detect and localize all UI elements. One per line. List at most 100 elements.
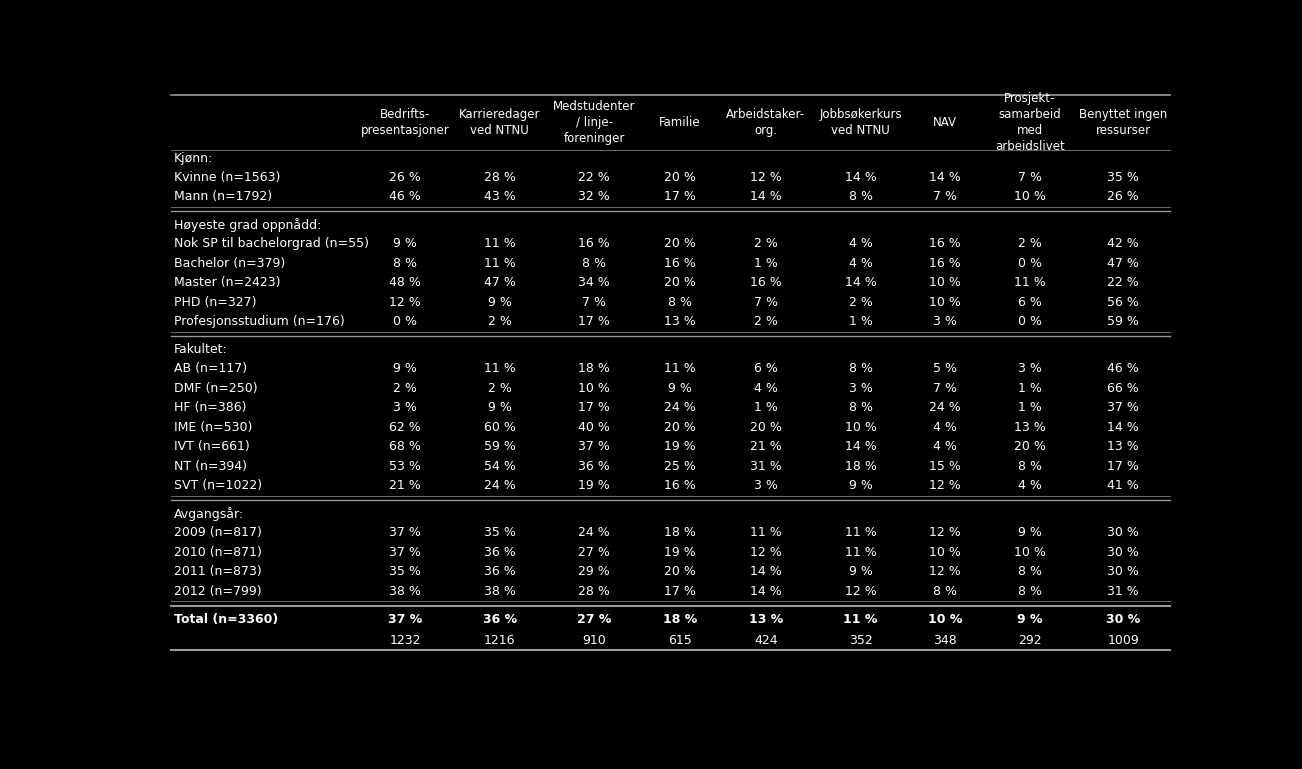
Text: 0 %: 0 % [1018,315,1042,328]
Text: 14 %: 14 % [845,276,876,289]
Text: 28 %: 28 % [484,171,516,184]
Text: 11 %: 11 % [664,362,695,375]
Text: Nok SP til bachelorgrad (n=55): Nok SP til bachelorgrad (n=55) [174,237,368,250]
Text: 5 %: 5 % [934,362,957,375]
Text: AB (n=117): AB (n=117) [174,362,247,375]
Text: 20 %: 20 % [1014,440,1046,453]
Text: 28 %: 28 % [578,584,611,598]
Text: Kvinne (n=1563): Kvinne (n=1563) [174,171,280,184]
Text: Bachelor (n=379): Bachelor (n=379) [174,257,285,270]
Text: 18 %: 18 % [845,460,876,473]
Text: 424: 424 [754,634,777,647]
Text: 27 %: 27 % [577,613,611,626]
Text: 42 %: 42 % [1107,237,1139,250]
Text: 20 %: 20 % [664,565,695,578]
Text: 11 %: 11 % [845,526,876,539]
Text: 13 %: 13 % [1107,440,1139,453]
Text: 0 %: 0 % [1018,257,1042,270]
Text: 19 %: 19 % [664,440,695,453]
Text: 16 %: 16 % [930,237,961,250]
Text: Total (n=3360): Total (n=3360) [174,613,279,626]
Text: 30 %: 30 % [1107,545,1139,558]
Text: IVT (n=661): IVT (n=661) [174,440,250,453]
Text: 8 %: 8 % [849,401,872,414]
Text: 13 %: 13 % [1014,421,1046,434]
Text: 17 %: 17 % [664,190,695,203]
Text: 4 %: 4 % [934,440,957,453]
Text: 1 %: 1 % [754,401,777,414]
Text: 2011 (n=873): 2011 (n=873) [174,565,262,578]
Text: 68 %: 68 % [389,440,422,453]
Text: 36 %: 36 % [484,565,516,578]
Text: 47 %: 47 % [484,276,516,289]
Text: Fakultet:: Fakultet: [174,343,228,356]
Text: 22 %: 22 % [578,171,609,184]
Text: 7 %: 7 % [1018,171,1042,184]
Text: 54 %: 54 % [484,460,516,473]
Text: Jobbsøkerkurs
ved NTNU: Jobbsøkerkurs ved NTNU [819,108,902,137]
Text: DMF (n=250): DMF (n=250) [174,381,258,394]
Text: Benyttet ingen
ressurser: Benyttet ingen ressurser [1079,108,1167,137]
Text: 1 %: 1 % [754,257,777,270]
Text: 12 %: 12 % [750,545,781,558]
Text: 46 %: 46 % [1107,362,1139,375]
Text: 348: 348 [934,634,957,647]
Text: 0 %: 0 % [393,315,417,328]
Text: 11 %: 11 % [484,237,516,250]
Text: 14 %: 14 % [845,440,876,453]
Text: 14 %: 14 % [1107,421,1139,434]
Text: 3 %: 3 % [754,479,777,492]
Text: 14 %: 14 % [750,565,781,578]
Text: Bedrifts-
presentasjoner: Bedrifts- presentasjoner [361,108,449,137]
Text: 12 %: 12 % [930,479,961,492]
Text: 18 %: 18 % [664,526,695,539]
Text: 352: 352 [849,634,872,647]
Text: Master (n=2423): Master (n=2423) [174,276,280,289]
Text: 7 %: 7 % [754,296,777,308]
Text: 40 %: 40 % [578,421,611,434]
Text: Høyeste grad oppnådd:: Høyeste grad oppnådd: [174,218,322,232]
Text: 3 %: 3 % [393,401,417,414]
Text: 4 %: 4 % [934,421,957,434]
Text: 1 %: 1 % [1018,381,1042,394]
Text: 17 %: 17 % [578,401,611,414]
Text: PHD (n=327): PHD (n=327) [174,296,256,308]
Text: 12 %: 12 % [930,526,961,539]
Text: 21 %: 21 % [389,479,421,492]
Text: 9 %: 9 % [849,565,872,578]
Text: 12 %: 12 % [389,296,421,308]
Text: 37 %: 37 % [389,526,422,539]
Text: 10 %: 10 % [930,296,961,308]
Text: 17 %: 17 % [664,584,695,598]
Text: 37 %: 37 % [388,613,422,626]
Text: 66 %: 66 % [1107,381,1139,394]
Text: 10 %: 10 % [930,276,961,289]
Text: 1009: 1009 [1107,634,1139,647]
Text: 29 %: 29 % [578,565,609,578]
Text: 8 %: 8 % [849,362,872,375]
Text: 13 %: 13 % [664,315,695,328]
Text: Karrieredager
ved NTNU: Karrieredager ved NTNU [458,108,540,137]
Text: 35 %: 35 % [389,565,422,578]
Text: 11 %: 11 % [1014,276,1046,289]
Text: 14 %: 14 % [750,584,781,598]
Text: 19 %: 19 % [664,545,695,558]
Text: 37 %: 37 % [578,440,611,453]
Text: 7 %: 7 % [934,381,957,394]
Text: 56 %: 56 % [1107,296,1139,308]
Text: 4 %: 4 % [849,257,872,270]
Text: 2 %: 2 % [488,381,512,394]
Text: 9 %: 9 % [488,401,512,414]
Text: 16 %: 16 % [664,479,695,492]
Text: 1 %: 1 % [849,315,872,328]
Text: 3 %: 3 % [934,315,957,328]
Text: 30 %: 30 % [1105,613,1141,626]
Text: Familie: Familie [659,116,700,129]
Text: 910: 910 [582,634,605,647]
Text: 31 %: 31 % [1107,584,1139,598]
Text: 60 %: 60 % [484,421,516,434]
Text: 8 %: 8 % [1018,460,1042,473]
Text: Prosjekt-
samarbeid
med
arbeidslivet: Prosjekt- samarbeid med arbeidslivet [995,92,1065,153]
Text: 8 %: 8 % [849,190,872,203]
Text: NAV: NAV [934,116,957,129]
